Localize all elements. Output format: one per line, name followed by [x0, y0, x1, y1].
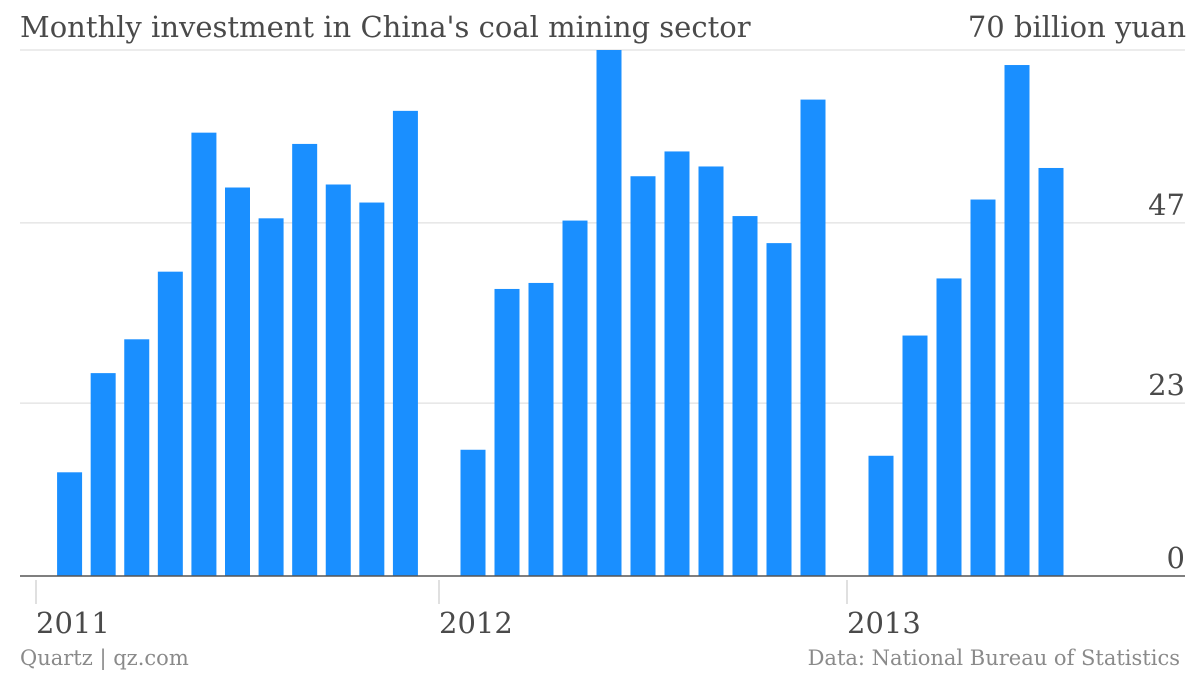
bar	[258, 218, 284, 576]
bar	[562, 220, 588, 576]
bar	[868, 455, 894, 576]
bar	[392, 110, 418, 576]
bar	[732, 216, 758, 576]
axes	[20, 575, 1185, 604]
bar	[766, 243, 792, 577]
bars	[57, 50, 1064, 577]
y-tick-label: 23	[1148, 368, 1185, 402]
tick-labels: 0 23 47 2011 2012 2013	[36, 188, 1185, 640]
unit-label: 70 billion yuan	[967, 10, 1186, 44]
bar	[325, 184, 351, 576]
bar	[157, 271, 183, 576]
bar	[57, 472, 83, 576]
bar	[970, 199, 996, 576]
bar	[936, 278, 962, 576]
x-tick-label: 2013	[847, 606, 921, 640]
source-text: Data: National Bureau of Statistics	[807, 646, 1180, 670]
credit-text: Quartz | qz.com	[20, 646, 189, 670]
bar	[225, 187, 250, 577]
bar	[460, 449, 486, 576]
bar	[800, 99, 826, 576]
bar	[90, 373, 116, 576]
y-tick-label: 0	[1167, 541, 1185, 575]
bar	[664, 151, 690, 576]
bar	[124, 339, 150, 576]
x-tick-label: 2012	[439, 606, 513, 640]
x-tick-label: 2011	[36, 606, 110, 640]
bar	[596, 50, 622, 576]
bar	[494, 288, 520, 576]
bar	[1038, 167, 1064, 576]
bar	[902, 335, 928, 576]
bar	[359, 202, 385, 577]
bar	[1004, 65, 1030, 577]
bar	[191, 132, 217, 576]
bar	[630, 176, 656, 577]
bar	[528, 282, 554, 576]
bar	[698, 166, 724, 576]
chart-title: Monthly investment in China's coal minin…	[20, 10, 751, 44]
bar	[292, 143, 318, 576]
y-tick-label: 47	[1148, 188, 1185, 222]
